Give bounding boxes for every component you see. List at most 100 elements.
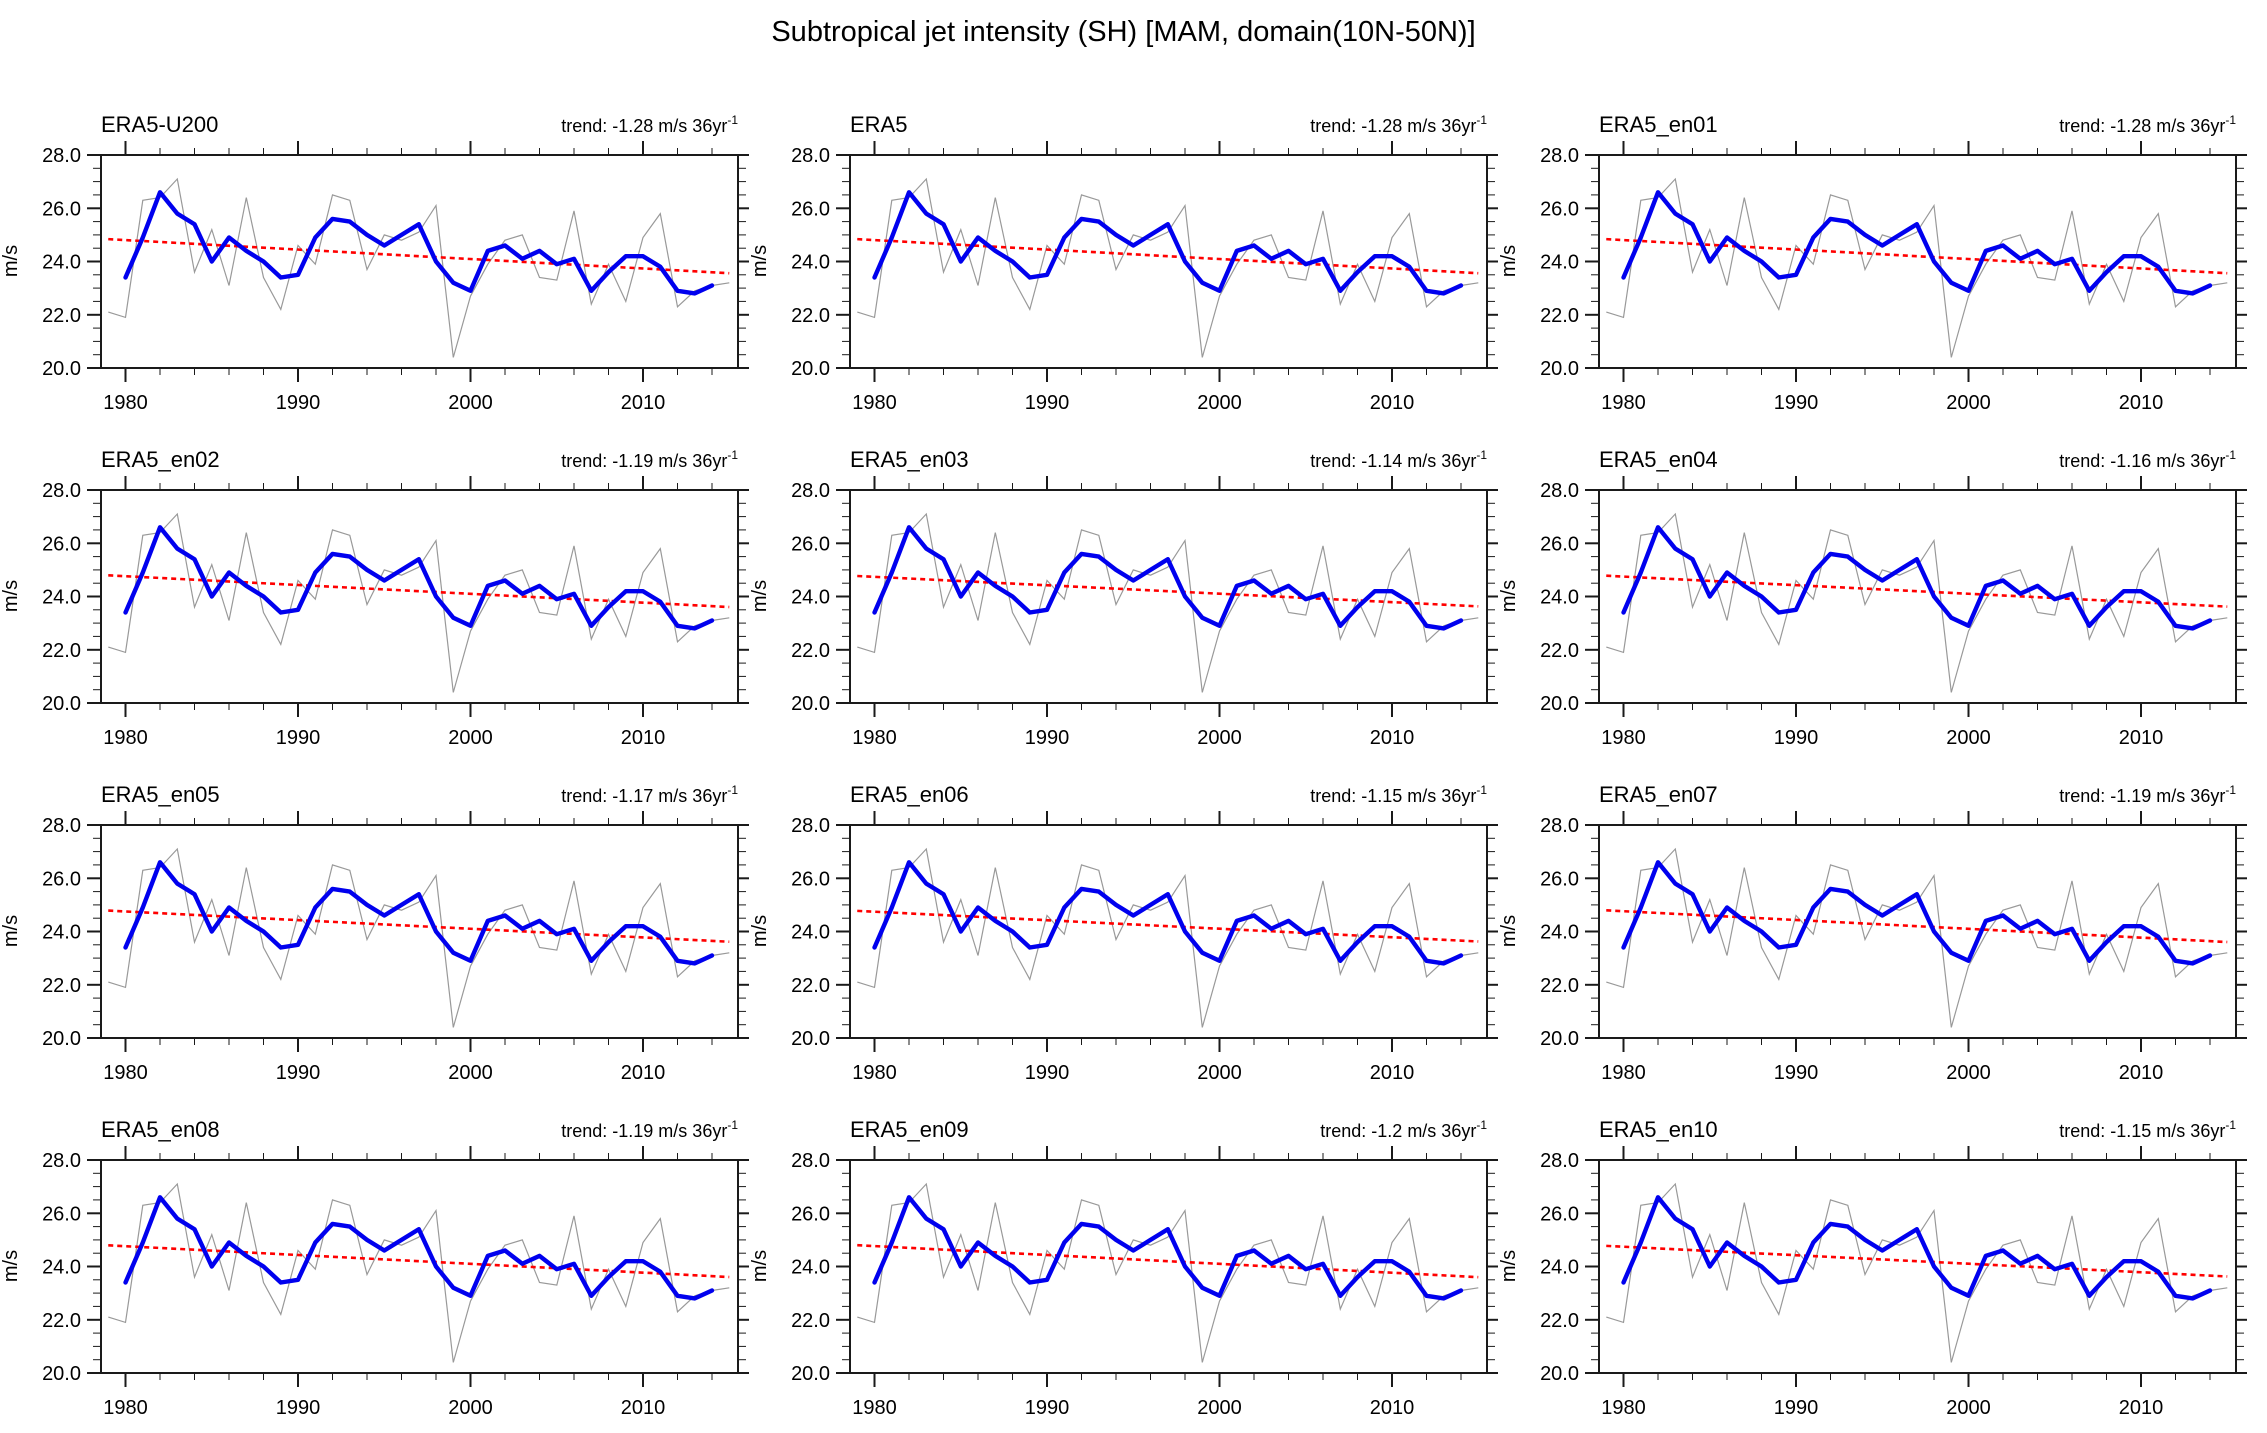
- y-tick-label: 20.0: [42, 693, 81, 715]
- x-tick-label: 2000: [1197, 1397, 1242, 1419]
- x-tick-label: 1980: [852, 1397, 897, 1419]
- x-tick-label: 2010: [2119, 1397, 2164, 1419]
- trend-line: [108, 1244, 730, 1279]
- panel-era5-en01: ERA5_en01 trend: -1.28 m/s 36yr-1 m/s 1980 1…: [1498, 112, 2247, 414]
- panel-title: ERA5_en08: [101, 1117, 220, 1142]
- trend-line: [108, 237, 730, 275]
- trend-label: trend: -1.16 m/s 36yr-1: [2059, 448, 2236, 471]
- x-tick-label: 2000: [1946, 1397, 1991, 1419]
- annual-line: [1606, 1182, 2228, 1363]
- x-tick-label: 1990: [1774, 392, 1819, 414]
- panel-era5-en06: ERA5_en06 trend: -1.15 m/s 36yr-1 m/s 1980 1…: [749, 782, 1498, 1084]
- y-tick-label: 24.0: [791, 252, 830, 274]
- y-tick-label: 28.0: [1540, 815, 1579, 837]
- smoothed-line: [872, 525, 1464, 631]
- x-tick-label: 1980: [103, 392, 148, 414]
- annual-line: [1606, 512, 2228, 693]
- panel-title: ERA5_en03: [850, 447, 969, 472]
- plot-frame: [100, 154, 739, 369]
- y-tick-label: 22.0: [1540, 975, 1579, 997]
- trend-label: trend: -1.19 m/s 36yr-1: [2059, 783, 2236, 806]
- plot-frame: [100, 1159, 739, 1374]
- x-tick-label: 2010: [1370, 392, 1415, 414]
- trend-line: [108, 574, 730, 609]
- x-tick-label: 2000: [1946, 1062, 1991, 1084]
- y-tick-label: 26.0: [42, 868, 81, 890]
- smoothed-line: [872, 860, 1464, 966]
- panel-era5-en04: ERA5_en04 trend: -1.16 m/s 36yr-1 m/s 1980 1…: [1498, 447, 2247, 749]
- plot-frame: [849, 154, 1488, 369]
- y-axis-label: m/s: [1498, 245, 1520, 277]
- x-tick-label: 1990: [276, 1397, 321, 1419]
- x-tick-label: 1980: [1601, 392, 1646, 414]
- trend-line: [1606, 574, 2228, 608]
- trend-label: trend: -1.2 m/s 36yr-1: [1320, 1118, 1487, 1141]
- y-tick-label: 24.0: [42, 1257, 81, 1279]
- smoothed-line: [123, 1195, 715, 1301]
- y-axis-label: m/s: [1498, 580, 1520, 612]
- x-tick-label: 1990: [1774, 1397, 1819, 1419]
- panel-title: ERA5_en04: [1599, 447, 1718, 472]
- y-tick-label: 26.0: [1540, 1203, 1579, 1225]
- trend-label: trend: -1.28 m/s 36yr-1: [561, 113, 738, 136]
- y-tick-label: 22.0: [791, 1310, 830, 1332]
- smoothed-line: [1621, 860, 2213, 966]
- panel-era5-en07: ERA5_en07 trend: -1.19 m/s 36yr-1 m/s 1980 1…: [1498, 782, 2247, 1084]
- panel-era5-en02: ERA5_en02 trend: -1.19 m/s 36yr-1 m/s 1980 1…: [0, 447, 749, 749]
- y-tick-label: 20.0: [42, 1363, 81, 1385]
- x-tick-label: 1980: [103, 1397, 148, 1419]
- y-tick-label: 26.0: [791, 198, 830, 220]
- annual-line: [1606, 847, 2228, 1028]
- x-tick-label: 1980: [1601, 727, 1646, 749]
- y-tick-label: 28.0: [1540, 1150, 1579, 1172]
- smoothed-line: [1621, 1195, 2213, 1301]
- x-tick-label: 2010: [2119, 727, 2164, 749]
- trend-line: [857, 909, 1479, 943]
- y-tick-label: 26.0: [42, 198, 81, 220]
- annual-line: [108, 847, 730, 1028]
- annual-line: [857, 1182, 1479, 1363]
- x-tick-label: 2010: [621, 1397, 666, 1419]
- x-tick-label: 2000: [1197, 1062, 1242, 1084]
- y-tick-label: 26.0: [1540, 198, 1579, 220]
- x-tick-label: 2010: [621, 1062, 666, 1084]
- y-tick-label: 22.0: [1540, 1310, 1579, 1332]
- x-tick-label: 1980: [1601, 1397, 1646, 1419]
- x-tick-label: 2000: [448, 1062, 493, 1084]
- y-axis-label: m/s: [749, 1250, 771, 1282]
- trend-label: trend: -1.15 m/s 36yr-1: [2059, 1118, 2236, 1141]
- plot-frame: [100, 824, 739, 1039]
- trend-line: [108, 909, 730, 944]
- annual-line: [857, 512, 1479, 693]
- y-tick-label: 22.0: [42, 305, 81, 327]
- y-tick-label: 20.0: [791, 358, 830, 380]
- x-tick-label: 1980: [103, 1062, 148, 1084]
- trend-label: trend: -1.15 m/s 36yr-1: [1310, 783, 1487, 806]
- y-tick-label: 20.0: [791, 1363, 830, 1385]
- y-axis-label: m/s: [749, 245, 771, 277]
- y-axis-label: m/s: [749, 915, 771, 947]
- x-tick-label: 1990: [1774, 1062, 1819, 1084]
- smoothed-line: [123, 525, 715, 631]
- plot-frame: [1598, 489, 2237, 704]
- trend-label: trend: -1.17 m/s 36yr-1: [561, 783, 738, 806]
- y-tick-label: 26.0: [42, 1203, 81, 1225]
- y-tick-label: 22.0: [791, 640, 830, 662]
- plot-frame: [1598, 1159, 2237, 1374]
- y-axis-label: m/s: [749, 580, 771, 612]
- x-tick-label: 1990: [276, 392, 321, 414]
- y-tick-label: 24.0: [1540, 922, 1579, 944]
- x-tick-label: 1990: [276, 727, 321, 749]
- smoothed-line: [123, 860, 715, 966]
- trend-label: trend: -1.19 m/s 36yr-1: [561, 448, 738, 471]
- y-tick-label: 20.0: [42, 358, 81, 380]
- annual-line: [108, 177, 730, 358]
- x-tick-label: 1980: [1601, 1062, 1646, 1084]
- trend-label: trend: -1.14 m/s 36yr-1: [1310, 448, 1487, 471]
- x-tick-label: 2000: [448, 392, 493, 414]
- y-axis-label: m/s: [0, 580, 22, 612]
- x-tick-label: 2000: [448, 727, 493, 749]
- x-tick-label: 2000: [1946, 392, 1991, 414]
- trend-line: [1606, 237, 2228, 275]
